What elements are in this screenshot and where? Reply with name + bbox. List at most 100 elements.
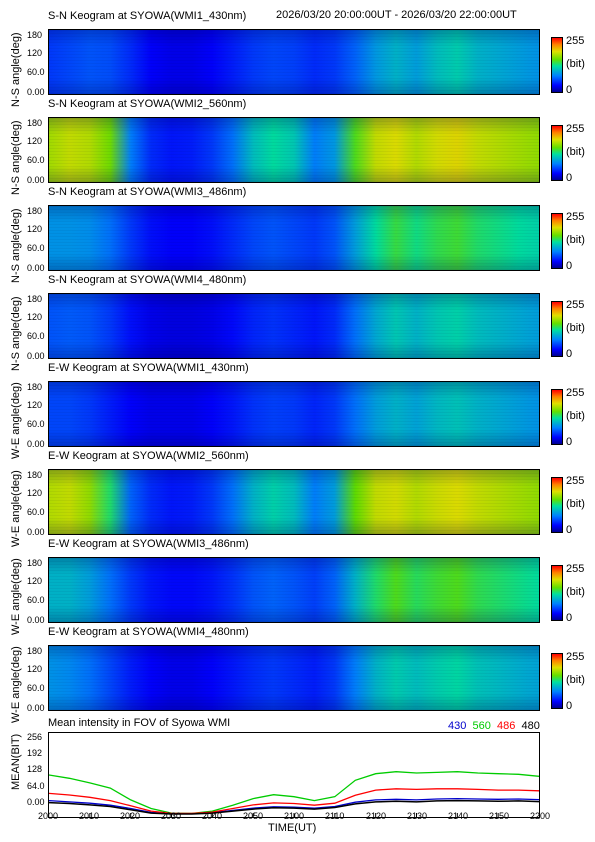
keogram-ytick: 120 xyxy=(27,664,43,674)
colorbar xyxy=(551,389,563,445)
mean-ytick: 64.0 xyxy=(27,781,45,791)
keogram-plot xyxy=(48,469,540,535)
keogram-ytick: 0.00 xyxy=(27,263,45,273)
keogram-shading xyxy=(49,646,539,710)
series-line-430 xyxy=(48,797,540,815)
colorbar-min: 0 xyxy=(566,260,573,272)
colorbar-max: 255 xyxy=(566,651,585,663)
mean-xtick: 2000 xyxy=(38,811,59,821)
keogram-plot xyxy=(48,293,540,359)
keogram-plot xyxy=(48,557,540,623)
mean-intensity-svg xyxy=(48,771,540,817)
keogram-ylabel: N-S angle(deg) xyxy=(10,120,22,195)
mean-xtick: 2200 xyxy=(530,811,551,821)
colorbar xyxy=(551,125,563,181)
mean-ylabel: MEAN(BIT) xyxy=(10,733,22,790)
keogram-ytick: 60.0 xyxy=(27,243,45,253)
colorbar-min: 0 xyxy=(566,348,573,360)
keogram-plot xyxy=(48,205,540,271)
keogram-ytick: 0.00 xyxy=(27,351,45,361)
series-line-480 xyxy=(48,799,540,815)
colorbar-unit: (bit) xyxy=(566,234,585,246)
keogram-title: S-N Keogram at SYOWA(WMI4_480nm) xyxy=(48,274,247,286)
legend-480: 480 xyxy=(521,720,540,732)
colorbar-max: 255 xyxy=(566,387,585,399)
keogram-title: E-W Keogram at SYOWA(WMI2_560nm) xyxy=(48,450,249,462)
colorbar-unit: (bit) xyxy=(566,410,585,422)
keogram-shading xyxy=(49,206,539,270)
colorbar xyxy=(551,37,563,93)
keogram-ylabel: N-S angle(deg) xyxy=(10,208,22,283)
colorbar-max: 255 xyxy=(566,299,585,311)
keogram-ytick: 120 xyxy=(27,136,43,146)
keogram-shading xyxy=(49,382,539,446)
keogram-title: S-N Keogram at SYOWA(WMI3_486nm) xyxy=(48,186,247,198)
keogram-ytick: 0.00 xyxy=(27,527,45,537)
colorbar-min: 0 xyxy=(566,84,573,96)
keogram-ytick: 0.00 xyxy=(27,87,45,97)
colorbar xyxy=(551,477,563,533)
mean-xlabel: TIME(UT) xyxy=(268,822,317,834)
colorbar-unit: (bit) xyxy=(566,58,585,70)
mean-title: Mean intensity in FOV of Syowa WMI xyxy=(48,717,231,729)
colorbar-min: 0 xyxy=(566,436,573,448)
keogram-plot xyxy=(48,645,540,711)
mean-xtick: 2110 xyxy=(325,811,345,821)
colorbar-unit: (bit) xyxy=(566,498,585,510)
colorbar-min: 0 xyxy=(566,612,573,624)
colorbar-unit: (bit) xyxy=(566,146,585,158)
keogram-shading xyxy=(49,30,539,94)
keogram-ytick: 60.0 xyxy=(27,155,45,165)
keogram-title: E-W Keogram at SYOWA(WMI3_486nm) xyxy=(48,538,249,550)
keogram-ytick: 120 xyxy=(27,488,43,498)
keogram-ylabel: W-E angle(deg) xyxy=(10,558,22,635)
mean-ytick: 128 xyxy=(27,764,43,774)
mean-intensity-plot xyxy=(48,732,540,818)
mean-xtick: 2150 xyxy=(489,811,510,821)
keogram-ytick: 180 xyxy=(27,294,43,304)
colorbar-min: 0 xyxy=(566,524,573,536)
colorbar xyxy=(551,565,563,621)
keogram-title: S-N Keogram at SYOWA(WMI1_430nm) xyxy=(48,10,247,22)
keogram-ylabel: N-S angle(deg) xyxy=(10,32,22,107)
series-line-560 xyxy=(48,771,540,815)
keogram-ytick: 60.0 xyxy=(27,595,45,605)
mean-xtick: 2030 xyxy=(161,811,182,821)
keogram-ylabel: W-E angle(deg) xyxy=(10,382,22,459)
mean-xtick: 2130 xyxy=(407,811,428,821)
colorbar xyxy=(551,301,563,357)
colorbar-unit: (bit) xyxy=(566,674,585,686)
keogram-ytick: 0.00 xyxy=(27,703,45,713)
keogram-ytick: 0.00 xyxy=(27,439,45,449)
keogram-ytick: 120 xyxy=(27,224,43,234)
keogram-ylabel: N-S angle(deg) xyxy=(10,296,22,371)
mean-xtick: 2010 xyxy=(79,811,100,821)
keogram-shading xyxy=(49,558,539,622)
colorbar-unit: (bit) xyxy=(566,322,585,334)
colorbar-min: 0 xyxy=(566,700,573,712)
keogram-ytick: 180 xyxy=(27,30,43,40)
colorbar-max: 255 xyxy=(566,211,585,223)
keogram-ytick: 120 xyxy=(27,576,43,586)
mean-xtick: 2140 xyxy=(448,811,469,821)
keogram-ytick: 60.0 xyxy=(27,683,45,693)
mean-ytick: 256 xyxy=(27,732,43,742)
keogram-ytick: 60.0 xyxy=(27,419,45,429)
keogram-title: E-W Keogram at SYOWA(WMI1_430nm) xyxy=(48,362,249,374)
keogram-ytick: 180 xyxy=(27,558,43,568)
keogram-ytick: 60.0 xyxy=(27,67,45,77)
keogram-ylabel: W-E angle(deg) xyxy=(10,470,22,547)
legend-486: 486 xyxy=(496,720,516,732)
colorbar xyxy=(551,213,563,269)
keogram-ylabel: W-E angle(deg) xyxy=(10,646,22,723)
keogram-title: S-N Keogram at SYOWA(WMI2_560nm) xyxy=(48,98,247,110)
legend: 430 560 486 480 xyxy=(448,720,540,732)
mean-xtick: 2020 xyxy=(120,811,141,821)
colorbar xyxy=(551,653,563,709)
keogram-shading xyxy=(49,118,539,182)
keogram-ytick: 120 xyxy=(27,312,43,322)
mean-xtick: 2100 xyxy=(284,811,305,821)
keogram-ytick: 180 xyxy=(27,646,43,656)
colorbar-max: 255 xyxy=(566,123,585,135)
keogram-title: E-W Keogram at SYOWA(WMI4_480nm) xyxy=(48,626,249,638)
